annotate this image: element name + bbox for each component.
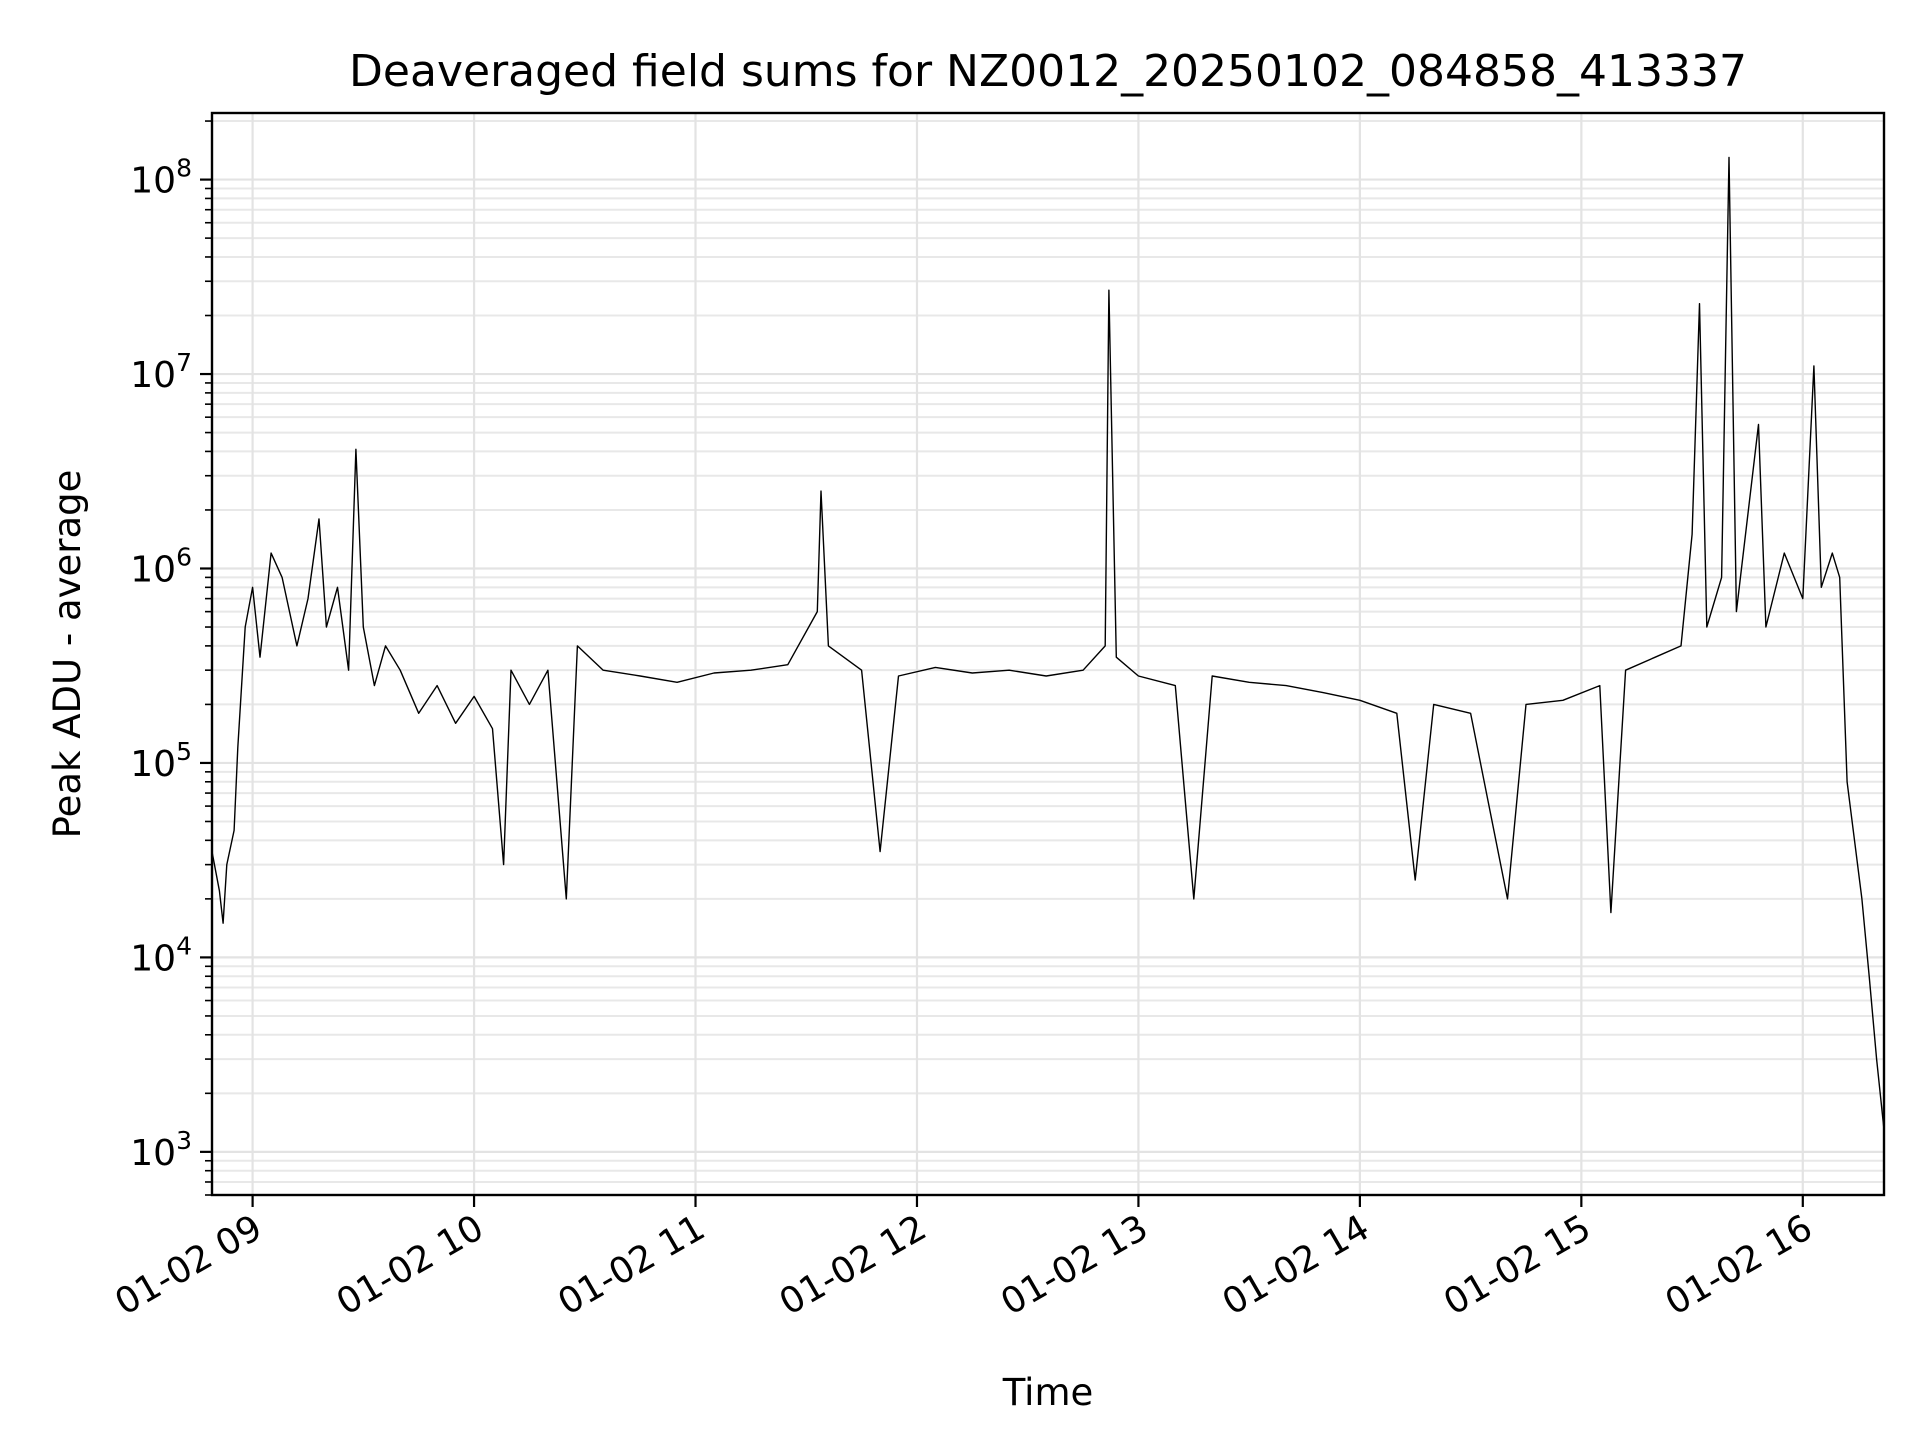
- y-tick-base: 10: [130, 355, 176, 396]
- y-tick-exponent: 5: [176, 737, 192, 766]
- y-tick-base: 10: [130, 744, 176, 785]
- series-line: [211, 156, 1885, 1130]
- y-tick-label: 106: [130, 542, 192, 590]
- x-tick-label: 01-02 10: [330, 1207, 491, 1323]
- y-tick-exponent: 7: [176, 348, 192, 377]
- y-tick-label: 108: [130, 154, 192, 202]
- y-tick-exponent: 3: [176, 1126, 192, 1155]
- x-tick-label: 01-02 16: [1659, 1207, 1820, 1323]
- x-tick-label: 01-02 15: [1437, 1207, 1598, 1323]
- series-layer: [211, 156, 1885, 1130]
- y-tick-label: 103: [130, 1126, 192, 1174]
- y-tick-base: 10: [130, 549, 176, 590]
- y-tick-exponent: 8: [176, 154, 192, 183]
- y-tick-base: 10: [130, 161, 176, 202]
- x-tick-label: 01-02 14: [1216, 1207, 1377, 1323]
- plot-frame: [210, 111, 1886, 1197]
- y-tick-base: 10: [130, 1133, 176, 1174]
- x-tick-label: 01-02 09: [108, 1207, 269, 1323]
- y-tick-exponent: 4: [176, 931, 192, 960]
- chart-title: Deaveraged field sums for NZ0012_2025010…: [349, 46, 1747, 97]
- y-tick-label: 104: [130, 931, 192, 979]
- y-tick-exponent: 6: [176, 542, 192, 571]
- y-tick-label: 107: [130, 348, 192, 396]
- x-axis-label: Time: [1002, 1371, 1094, 1414]
- y-tick-base: 10: [130, 938, 176, 979]
- y-axis-label: Peak ADU - average: [46, 470, 89, 839]
- x-tick-label: 01-02 13: [994, 1207, 1155, 1323]
- x-tick-label: 01-02 12: [773, 1207, 934, 1323]
- y-tick-label: 105: [130, 737, 192, 785]
- grid-layer: [212, 113, 1884, 1196]
- x-tick-label: 01-02 11: [551, 1207, 712, 1323]
